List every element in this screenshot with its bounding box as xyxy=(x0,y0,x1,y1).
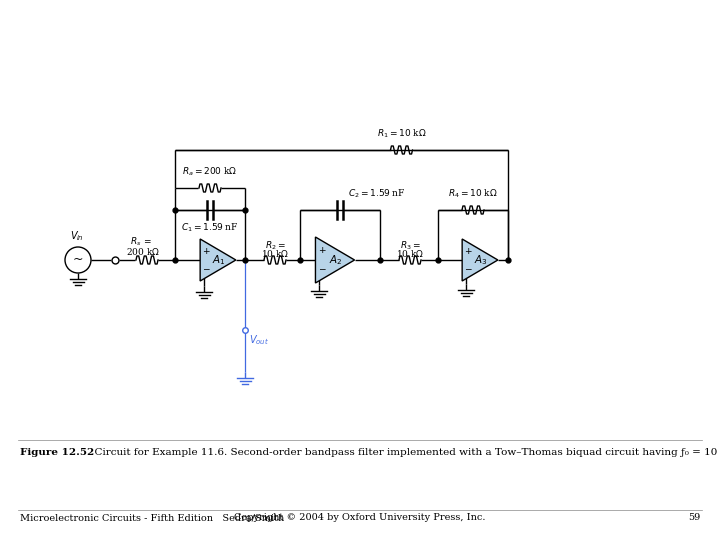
Text: −: − xyxy=(202,264,210,273)
Text: +: + xyxy=(202,247,210,256)
Text: Copyright © 2004 by Oxford University Press, Inc.: Copyright © 2004 by Oxford University Pr… xyxy=(234,514,486,523)
Text: +: + xyxy=(464,247,472,256)
Text: $R_2 =$: $R_2 =$ xyxy=(264,240,285,252)
Text: −: − xyxy=(464,264,472,273)
Text: $A_3$: $A_3$ xyxy=(474,253,488,267)
Text: $R_4 = 10$ k$\Omega$: $R_4 = 10$ k$\Omega$ xyxy=(448,187,498,200)
Polygon shape xyxy=(200,239,236,281)
Text: Figure 12.52: Figure 12.52 xyxy=(20,448,94,457)
Text: $V_{i\!n}$: $V_{i\!n}$ xyxy=(71,229,84,243)
Text: Microelectronic Circuits - Fifth Edition   Sedra/Smith: Microelectronic Circuits - Fifth Edition… xyxy=(20,514,284,523)
Text: ~: ~ xyxy=(73,253,84,266)
Text: $A_2$: $A_2$ xyxy=(329,253,343,267)
Text: +: + xyxy=(318,246,325,255)
Text: $C_2 = 1.59$ nF: $C_2 = 1.59$ nF xyxy=(348,187,406,200)
Text: $C_1 = 1.59$ nF: $C_1 = 1.59$ nF xyxy=(181,222,239,234)
Text: $R_s\,=$: $R_s\,=$ xyxy=(130,235,152,248)
Text: $A_1$: $A_1$ xyxy=(212,253,226,267)
Text: $V_{out}$: $V_{out}$ xyxy=(249,333,269,347)
Text: 10 k$\Omega$: 10 k$\Omega$ xyxy=(261,248,289,259)
Polygon shape xyxy=(462,239,498,281)
Polygon shape xyxy=(315,237,354,283)
Text: −: − xyxy=(318,265,325,274)
Text: $R_1 = 10$ k$\Omega$: $R_1 = 10$ k$\Omega$ xyxy=(377,127,426,140)
Text: 59: 59 xyxy=(688,514,700,523)
Text: $R_a = 200$ k$\Omega$: $R_a = 200$ k$\Omega$ xyxy=(182,165,238,178)
Text: 10 k$\Omega$: 10 k$\Omega$ xyxy=(396,248,424,259)
Text: $R_3 =$: $R_3 =$ xyxy=(400,240,420,252)
Text: 200 k$\Omega$: 200 k$\Omega$ xyxy=(126,246,160,257)
Text: Circuit for Example 11.6. Second-order bandpass filter implemented with a Tow–Th: Circuit for Example 11.6. Second-order b… xyxy=(88,448,720,457)
